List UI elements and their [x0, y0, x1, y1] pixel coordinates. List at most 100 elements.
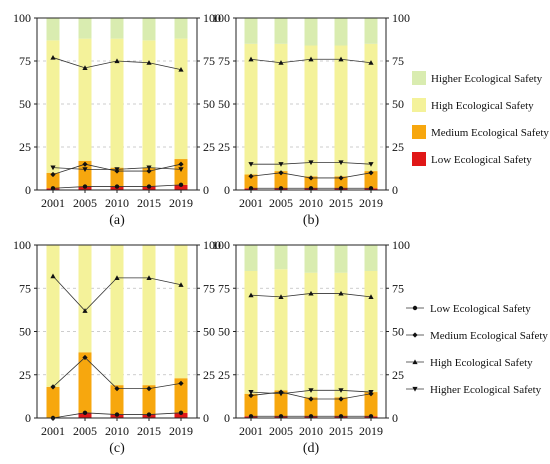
bar-segment — [110, 167, 124, 187]
x-tick-label: 2005 — [73, 196, 97, 210]
data-point — [278, 391, 284, 397]
bar-segment — [334, 176, 348, 189]
data-point — [368, 414, 374, 419]
data-point — [278, 186, 284, 191]
legend-label: Low Ecological Safety — [430, 303, 531, 315]
y-tick-label: 50 — [19, 325, 31, 339]
y-tick-label-right: 0 — [203, 411, 209, 425]
data-point — [338, 186, 344, 191]
data-point — [82, 184, 88, 189]
data-point — [308, 414, 314, 419]
bar-segment — [244, 18, 258, 44]
chart-panel-d: 0 0 25 25 50 50 75 75 100 100 2001 2005 2010 2015 2019… — [212, 238, 410, 456]
legend-swatch — [412, 125, 426, 139]
y-tick-label: 100 — [212, 238, 230, 252]
bar-segment — [78, 352, 92, 413]
bar-segment — [174, 38, 188, 160]
data-point — [178, 282, 184, 287]
data-point — [82, 65, 88, 70]
data-point — [82, 354, 88, 361]
bar-segment — [142, 385, 156, 415]
y-tick-label-right: 100 — [203, 11, 221, 25]
bar-segment — [304, 45, 318, 177]
data-point — [114, 167, 120, 172]
data-point — [248, 186, 254, 191]
bar-segment — [78, 18, 92, 39]
data-point — [308, 175, 314, 181]
data-point — [338, 414, 344, 419]
y-tick-label: 75 — [19, 281, 31, 295]
data-point — [308, 160, 314, 166]
legend-swatch — [412, 98, 426, 112]
data-point — [338, 56, 344, 62]
y-tick-label-right: 25 — [203, 140, 215, 154]
data-point — [368, 294, 374, 299]
data-point — [146, 412, 152, 417]
x-tick-label: 2005 — [269, 196, 293, 210]
legend-label: Medium Ecological Safety — [431, 127, 549, 139]
data-point — [308, 56, 314, 62]
data-point — [146, 60, 152, 65]
y-tick-label-right: 100 — [392, 11, 410, 25]
bar-segment — [110, 38, 124, 168]
y-tick-label-right: 0 — [203, 183, 209, 197]
data-point — [82, 308, 88, 313]
data-point — [146, 385, 152, 392]
y-tick-label-right: 25 — [392, 368, 404, 382]
x-tick-label: 2010 — [299, 196, 323, 210]
y-tick-label: 100 — [13, 11, 31, 25]
bar-segment — [142, 40, 156, 168]
legend-marker — [412, 359, 418, 365]
bar-segment — [364, 245, 378, 271]
bar-segment — [274, 245, 288, 270]
legend-swatch — [412, 71, 426, 85]
bar-segment — [334, 245, 348, 273]
y-tick-label: 25 — [19, 368, 31, 382]
bar-segment — [274, 171, 288, 189]
data-point — [178, 67, 184, 72]
bar-segment — [78, 245, 92, 353]
y-tick-label-right: 50 — [203, 97, 215, 111]
y-tick-label: 100 — [13, 238, 31, 252]
y-tick-label-right: 0 — [392, 183, 398, 197]
data-point — [308, 290, 314, 296]
legend-swatch — [412, 152, 426, 166]
data-point — [114, 58, 120, 64]
data-point — [308, 186, 314, 191]
y-tick-label-right: 50 — [392, 325, 404, 339]
data-point — [178, 182, 184, 188]
x-tick-label: 2019 — [169, 196, 193, 210]
y-tick-label: 75 — [19, 54, 31, 68]
data-point — [368, 389, 374, 395]
bar-segment — [274, 18, 288, 44]
chart-panel-b: 0 0 25 25 50 50 75 75 100 100 2001 2005 2010 2015 2019… — [212, 11, 410, 228]
y-tick-label-right: 100 — [392, 238, 410, 252]
panel-caption: (b) — [303, 213, 320, 228]
y-tick-label-right: 75 — [392, 54, 404, 68]
legend-label: High Ecological Safety — [430, 357, 533, 369]
bar-segment — [274, 43, 288, 172]
legend-label: High Ecological Safety — [431, 100, 534, 112]
data-point — [308, 388, 314, 393]
data-point — [338, 160, 344, 166]
x-tick-label: 2015 — [329, 196, 353, 210]
legend-label: Higher Ecological Safety — [431, 73, 543, 85]
y-tick-label-right: 75 — [392, 281, 404, 295]
x-tick-label: 2001 — [239, 424, 263, 438]
bar-segment — [334, 397, 348, 417]
data-point — [368, 186, 374, 191]
data-point — [82, 410, 88, 416]
data-point — [278, 294, 284, 299]
y-tick-label-right: 50 — [392, 97, 404, 111]
y-tick-label: 0 — [224, 411, 230, 425]
bar-segment — [46, 386, 60, 418]
y-tick-label: 25 — [218, 140, 230, 154]
y-tick-label-right: 0 — [392, 411, 398, 425]
y-tick-label-right: 75 — [203, 54, 215, 68]
legend-marker — [412, 332, 418, 338]
bar-segment — [304, 176, 318, 189]
x-tick-label: 2015 — [137, 196, 161, 210]
data-point — [146, 184, 152, 189]
bar-segment — [364, 270, 378, 393]
panel-caption: (a) — [109, 213, 125, 228]
